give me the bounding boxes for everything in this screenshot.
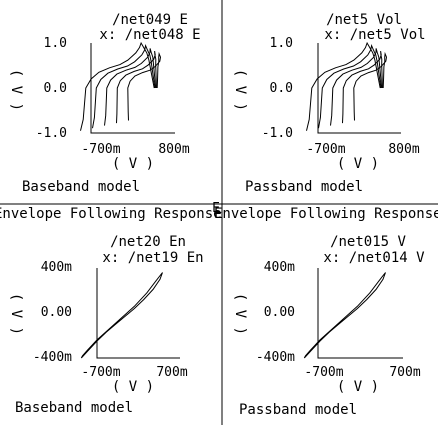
- plot-axes: [317, 268, 403, 359]
- plot-title: /net015 V: [330, 234, 406, 250]
- plot-panel-bottom-left: /net20 En x: /net19 En 400m 0.00 -400m (…: [8, 234, 204, 416]
- x-tick-label: 800m: [158, 142, 189, 157]
- plot-subtitle: x: /net19 En: [102, 250, 203, 266]
- series-group: [303, 268, 403, 359]
- x-axis-label: ( V ): [112, 379, 154, 395]
- x-tick-label: -700m: [81, 365, 120, 380]
- y-tick-label: 0.00: [41, 305, 72, 320]
- plot-subtitle: x: /net048 E: [99, 27, 200, 43]
- y-tick-label: 400m: [41, 260, 72, 275]
- plot-caption: Passband model: [245, 179, 363, 195]
- x-tick-label: -700m: [81, 142, 120, 157]
- series-line: [318, 44, 382, 129]
- y-tick-label: -400m: [256, 350, 295, 365]
- x-tick-label: 700m: [156, 365, 187, 380]
- plot-panel-bottom-right: /net015 V x: /net014 V 400m 0.00 -400m (…: [232, 234, 425, 418]
- x-axis-label: ( V ): [337, 156, 379, 172]
- y-tick-label: 0.0: [270, 81, 293, 96]
- series-line: [342, 51, 383, 124]
- x-tick-label: 800m: [388, 142, 419, 157]
- y-axis-label: ( V ): [232, 69, 248, 111]
- plot-title: /net049 E: [112, 12, 188, 28]
- series-group: [80, 41, 175, 134]
- x-axis-label: ( V ): [337, 379, 379, 395]
- y-tick-label: 1.0: [44, 36, 67, 51]
- plot-title: /net20 En: [110, 234, 186, 250]
- y-tick-label: 0.00: [264, 305, 295, 320]
- plot-caption: Passband model: [239, 402, 357, 418]
- series-line: [353, 51, 388, 121]
- y-tick-label: -400m: [33, 350, 72, 365]
- series-line: [303, 272, 386, 359]
- series-line: [104, 48, 157, 126]
- plot-caption: Baseband model: [22, 179, 140, 195]
- series-line: [330, 48, 383, 126]
- series-line: [92, 44, 156, 129]
- y-tick-label: -1.0: [36, 126, 67, 141]
- series-group: [306, 41, 401, 134]
- y-tick-label: 400m: [264, 260, 295, 275]
- divider-marker: E: [212, 201, 220, 216]
- series-group: [80, 268, 180, 359]
- y-axis-label: ( V ): [8, 69, 24, 111]
- plot-subtitle: x: /net5 Vol: [324, 27, 425, 43]
- plot-axes: [317, 43, 401, 134]
- x-tick-label: 700m: [389, 365, 420, 380]
- y-tick-label: 0.0: [44, 81, 67, 96]
- series-line: [127, 51, 162, 121]
- x-axis-label: ( V ): [112, 156, 154, 172]
- y-axis-label: ( V ): [8, 293, 24, 335]
- plot-axes: [96, 268, 180, 359]
- plot-subtitle: x: /net014 V: [323, 250, 425, 266]
- y-tick-label: -1.0: [262, 126, 293, 141]
- x-tick-label: -700m: [306, 142, 345, 157]
- y-axis-label: ( V ): [232, 293, 248, 335]
- plot-panel-top-right: /net5 Vol x: /net5 Vol 1.0 0.0 -1.0 ( V …: [232, 12, 426, 195]
- x-tick-label: -700m: [304, 365, 343, 380]
- series-line: [80, 272, 163, 359]
- section-title-right: Envelope Following Response: [214, 206, 438, 222]
- y-tick-label: 1.0: [270, 36, 293, 51]
- plot-caption: Baseband model: [15, 400, 133, 416]
- section-title-left: Envelope Following Response: [0, 206, 222, 222]
- plot-panel-top-left: /net049 E x: /net048 E 1.0 0.0 -1.0 ( V …: [8, 12, 201, 195]
- plot-axes: [90, 43, 175, 134]
- plot-title: /net5 Vol: [326, 12, 402, 28]
- series-line: [116, 51, 157, 124]
